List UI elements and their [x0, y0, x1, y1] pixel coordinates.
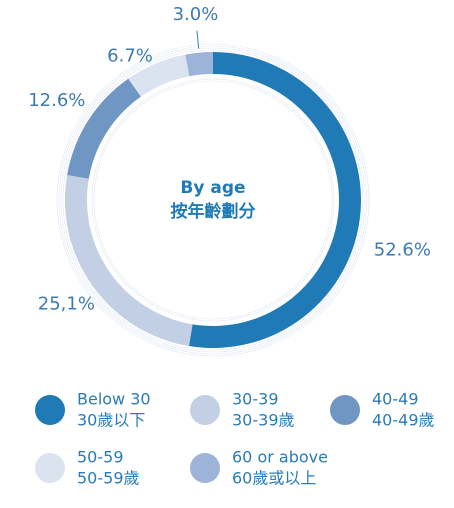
- data-label: 12.6%: [28, 90, 85, 111]
- donut-segment: [128, 54, 190, 97]
- chart-subtitle: 按年齡劃分: [171, 201, 256, 222]
- legend-label-zh: 30歲以下: [77, 411, 145, 430]
- chart-title: By age: [180, 178, 245, 198]
- legend-label-zh: 30-39歲: [232, 411, 295, 430]
- donut-segment: [67, 78, 141, 179]
- data-label: 3.0%: [173, 4, 219, 25]
- legend-swatch: [190, 395, 220, 425]
- legend-label-zh: 60歲或以上: [232, 469, 316, 488]
- legend-swatch: [35, 453, 65, 483]
- donut-segment: [64, 175, 193, 347]
- leader-line: [196, 30, 200, 49]
- data-label: 25,1%: [38, 293, 95, 314]
- legend-label: 50-59: [77, 448, 124, 467]
- legend-swatch: [35, 395, 65, 425]
- data-label: 52.6%: [374, 240, 431, 261]
- decor-rings: [56, 43, 370, 357]
- legend-swatch: [190, 453, 220, 483]
- data-label: 6.7%: [107, 46, 153, 67]
- legend-label: 60 or above: [232, 448, 328, 467]
- legend-label-zh: 50-59歲: [77, 469, 140, 488]
- donut-segment: [188, 52, 362, 348]
- legend-swatch: [330, 395, 360, 425]
- legend-label: Below 30: [77, 390, 151, 409]
- donut-segment: [185, 52, 213, 77]
- legend-label-zh: 40-49歲: [372, 411, 435, 430]
- legend-label: 30-39: [232, 390, 279, 409]
- legend-label: 40-49: [372, 390, 419, 409]
